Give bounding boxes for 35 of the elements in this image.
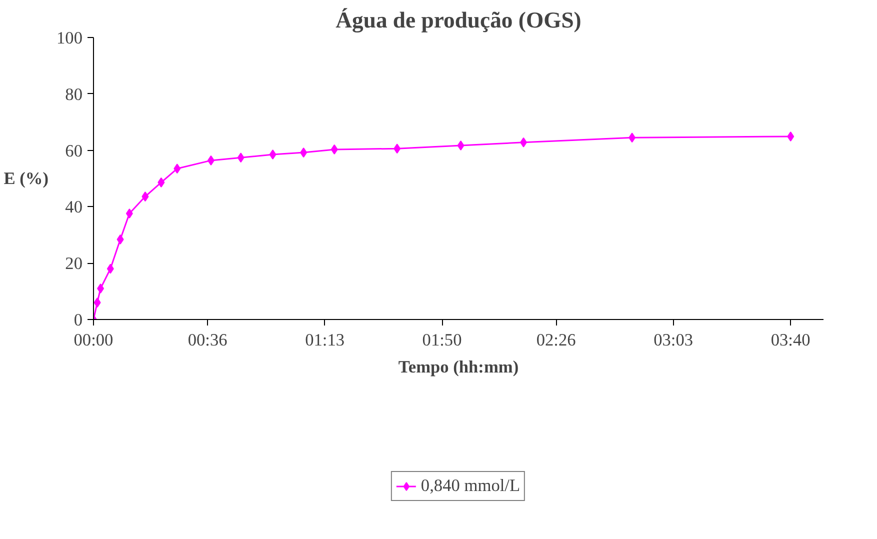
- y-tick-label: 0: [74, 310, 83, 330]
- point: [330, 144, 338, 154]
- point: [126, 208, 133, 218]
- point: [237, 152, 244, 163]
- y-tick-label: 60: [65, 141, 82, 160]
- y-tick-label: 40: [65, 198, 82, 217]
- x-tick-label: 01:13: [305, 330, 345, 350]
- point: [520, 137, 528, 148]
- point: [457, 140, 464, 151]
- point: [269, 150, 276, 160]
- y-tick-label: 20: [65, 254, 82, 274]
- point: [106, 264, 114, 274]
- point: [142, 192, 149, 202]
- point: [97, 283, 104, 294]
- y-tick-label: 80: [65, 84, 82, 104]
- point: [116, 234, 124, 244]
- point: [300, 148, 308, 158]
- point: [207, 155, 214, 166]
- x-tick-label: 00:00: [74, 330, 114, 350]
- point: [628, 132, 636, 143]
- point: [394, 144, 401, 154]
- chart-title: Água de produção (OGS): [336, 8, 582, 32]
- x-tick-label: 03:40: [770, 330, 810, 350]
- point: [94, 298, 101, 308]
- y-tick-label: 100: [56, 28, 83, 48]
- legend-label: 0,840 mmol/L: [420, 476, 520, 496]
- y-axis-title: E (%): [4, 169, 49, 188]
- point: [158, 177, 165, 188]
- x-tick-label: 03:03: [654, 330, 694, 350]
- x-tick-label: 02:26: [536, 330, 576, 350]
- x-axis-title: Tempo (hh:mm): [398, 358, 519, 376]
- point: [174, 164, 181, 174]
- x-tick-label: 01:50: [422, 330, 462, 350]
- x-tick-label: 00:36: [188, 330, 228, 350]
- point: [787, 131, 794, 142]
